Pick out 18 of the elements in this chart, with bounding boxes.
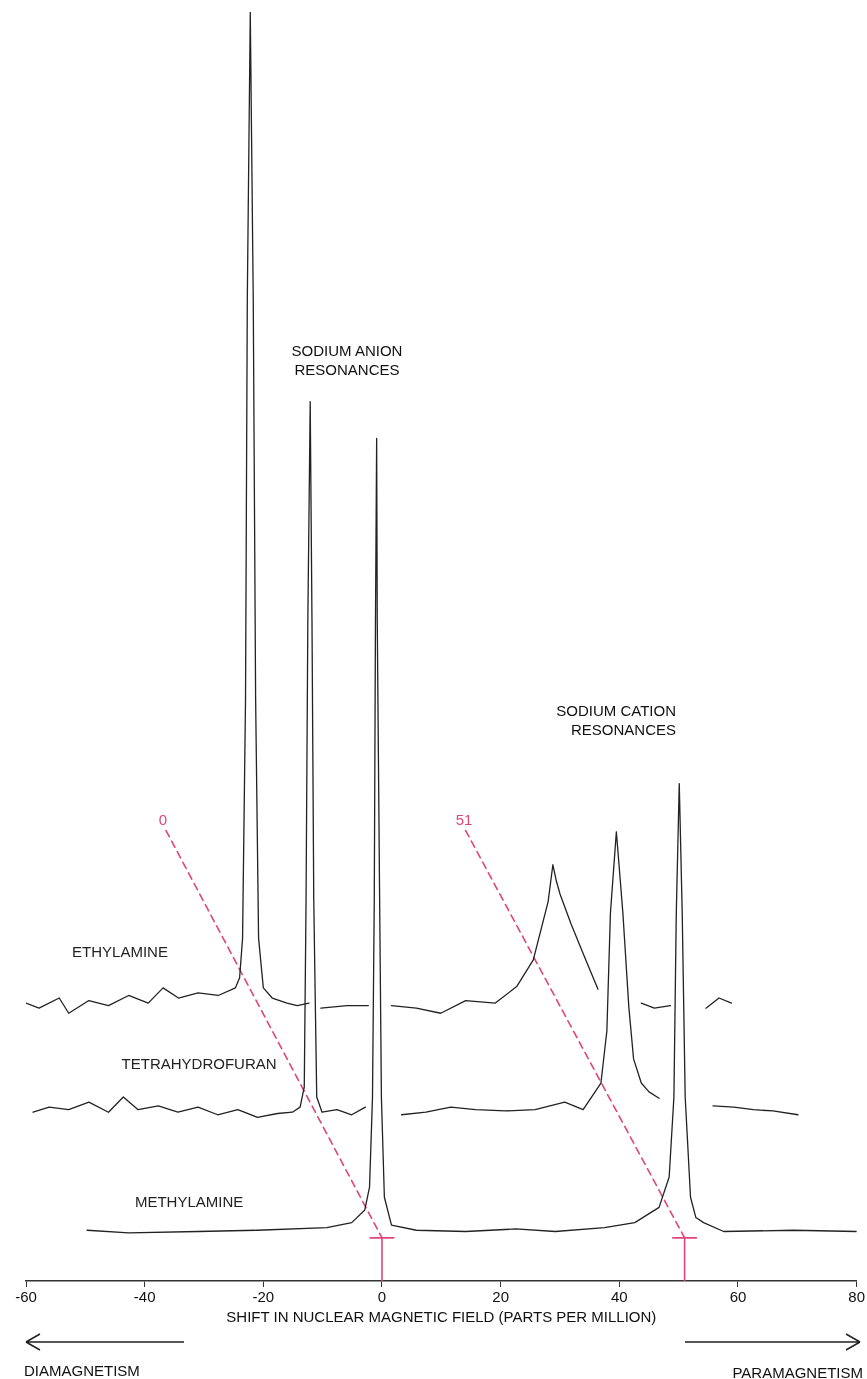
x-tick-label: -40	[133, 1288, 156, 1306]
series-label: TETRAHYDROFURAN	[121, 1055, 277, 1073]
annotation: 0	[158, 811, 168, 828]
x-axis-title: SHIFT IN NUCLEAR MAGNETIC FIELD (PARTS PER MILLION)	[226, 1308, 657, 1326]
series-label: ETHYLAMINE	[72, 943, 168, 961]
text: PARAMAGNETISM	[732, 1364, 863, 1379]
annotation: SODIUM ANION RESONANCES	[291, 342, 403, 378]
x-tick-label: 20	[492, 1288, 510, 1306]
x-tick-label: -60	[15, 1288, 37, 1306]
x-tick-label: 60	[729, 1288, 747, 1306]
annotation: 51	[455, 811, 473, 828]
annotation: SODIUM CATION RESONANCES	[556, 702, 676, 738]
x-tick-label: 0	[377, 1288, 387, 1306]
text: DIAMAGNETISM	[24, 1362, 140, 1379]
x-tick-label: 80	[848, 1288, 865, 1306]
series-label: METHYLAMINE	[134, 1193, 244, 1211]
x-tick-label: -20	[252, 1288, 275, 1306]
x-tick-label: 40	[610, 1288, 628, 1306]
